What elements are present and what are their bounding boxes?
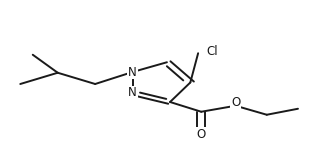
Text: N: N (128, 66, 137, 78)
Text: N: N (128, 87, 137, 99)
Text: O: O (197, 128, 206, 141)
Text: Cl: Cl (206, 45, 217, 58)
Text: O: O (231, 96, 240, 108)
